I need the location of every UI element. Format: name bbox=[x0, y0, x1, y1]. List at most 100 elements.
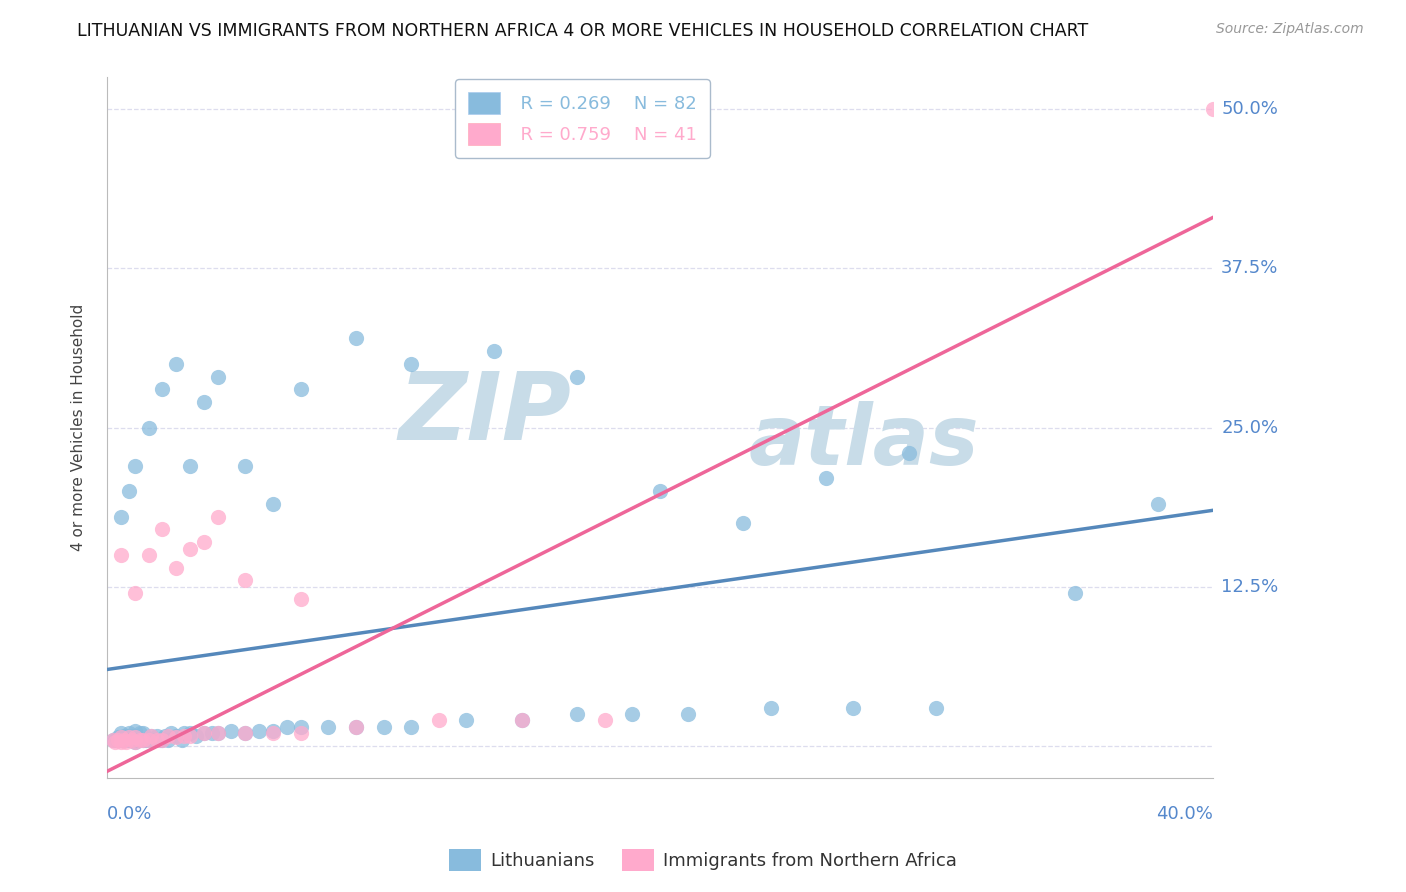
Point bbox=[156, 732, 179, 747]
Point bbox=[179, 458, 201, 473]
Point bbox=[173, 726, 195, 740]
Point bbox=[138, 420, 160, 434]
Point bbox=[759, 700, 782, 714]
Point bbox=[115, 732, 138, 747]
Point bbox=[112, 732, 135, 747]
Point bbox=[138, 732, 160, 747]
Point bbox=[170, 732, 193, 747]
Point bbox=[184, 729, 207, 743]
Text: 37.5%: 37.5% bbox=[1222, 260, 1278, 277]
Point bbox=[138, 732, 160, 747]
Point bbox=[124, 730, 146, 744]
Point bbox=[427, 714, 450, 728]
Point bbox=[456, 714, 478, 728]
Text: ZIP: ZIP bbox=[399, 368, 571, 459]
Text: atlas: atlas bbox=[748, 401, 979, 482]
Point bbox=[115, 729, 138, 743]
Point bbox=[121, 732, 143, 747]
Point bbox=[143, 732, 166, 747]
Point bbox=[648, 484, 671, 499]
Point bbox=[118, 726, 141, 740]
Point bbox=[1202, 103, 1225, 117]
Point bbox=[207, 726, 229, 740]
Point bbox=[233, 458, 256, 473]
Point bbox=[621, 706, 644, 721]
Point bbox=[193, 726, 215, 740]
Point bbox=[129, 732, 152, 747]
Point bbox=[373, 720, 395, 734]
Point bbox=[149, 732, 172, 747]
Point bbox=[316, 720, 339, 734]
Point bbox=[107, 732, 129, 747]
Point bbox=[150, 732, 173, 747]
Point bbox=[1063, 586, 1085, 600]
Point bbox=[482, 344, 505, 359]
Point bbox=[179, 726, 201, 740]
Point bbox=[112, 729, 135, 743]
Point bbox=[262, 726, 284, 740]
Point bbox=[179, 541, 201, 556]
Point bbox=[129, 732, 152, 747]
Legend: Lithuanians, Immigrants from Northern Africa: Lithuanians, Immigrants from Northern Af… bbox=[441, 842, 965, 879]
Point bbox=[112, 732, 135, 747]
Point bbox=[510, 714, 533, 728]
Point bbox=[118, 732, 141, 747]
Point bbox=[233, 726, 256, 740]
Point bbox=[201, 726, 224, 740]
Point bbox=[141, 729, 163, 743]
Point bbox=[221, 723, 243, 738]
Point bbox=[135, 732, 157, 747]
Point bbox=[814, 471, 837, 485]
Point bbox=[193, 535, 215, 549]
Point bbox=[146, 732, 169, 747]
Point bbox=[153, 729, 176, 743]
Point bbox=[897, 446, 920, 460]
Point bbox=[121, 729, 143, 743]
Point bbox=[233, 726, 256, 740]
Point bbox=[118, 730, 141, 744]
Point bbox=[115, 735, 138, 749]
Legend:   R = 0.269    N = 82,   R = 0.759    N = 41: R = 0.269 N = 82, R = 0.759 N = 41 bbox=[456, 79, 710, 158]
Point bbox=[132, 726, 155, 740]
Point bbox=[173, 729, 195, 743]
Point bbox=[129, 726, 152, 740]
Point bbox=[110, 726, 132, 740]
Point bbox=[124, 586, 146, 600]
Point bbox=[127, 732, 149, 747]
Point bbox=[276, 720, 298, 734]
Point bbox=[121, 732, 143, 747]
Point bbox=[262, 497, 284, 511]
Point bbox=[110, 730, 132, 744]
Point bbox=[159, 726, 181, 740]
Point bbox=[676, 706, 699, 721]
Point bbox=[101, 732, 124, 747]
Point bbox=[150, 523, 173, 537]
Point bbox=[101, 732, 124, 747]
Point bbox=[233, 574, 256, 588]
Point bbox=[247, 723, 270, 738]
Point bbox=[193, 395, 215, 409]
Point bbox=[124, 735, 146, 749]
Point bbox=[118, 484, 141, 499]
Point bbox=[207, 726, 229, 740]
Point bbox=[132, 732, 155, 747]
Point bbox=[1146, 497, 1168, 511]
Point bbox=[565, 706, 588, 721]
Point bbox=[290, 726, 312, 740]
Point bbox=[107, 732, 129, 747]
Point bbox=[150, 383, 173, 397]
Point bbox=[510, 714, 533, 728]
Point bbox=[165, 729, 187, 743]
Point bbox=[344, 720, 367, 734]
Point bbox=[842, 700, 865, 714]
Point bbox=[150, 732, 173, 747]
Point bbox=[156, 729, 179, 743]
Point bbox=[290, 592, 312, 607]
Point bbox=[138, 548, 160, 562]
Point bbox=[124, 723, 146, 738]
Point bbox=[165, 560, 187, 574]
Text: 12.5%: 12.5% bbox=[1222, 578, 1278, 596]
Point bbox=[262, 723, 284, 738]
Point bbox=[104, 732, 127, 747]
Point bbox=[290, 720, 312, 734]
